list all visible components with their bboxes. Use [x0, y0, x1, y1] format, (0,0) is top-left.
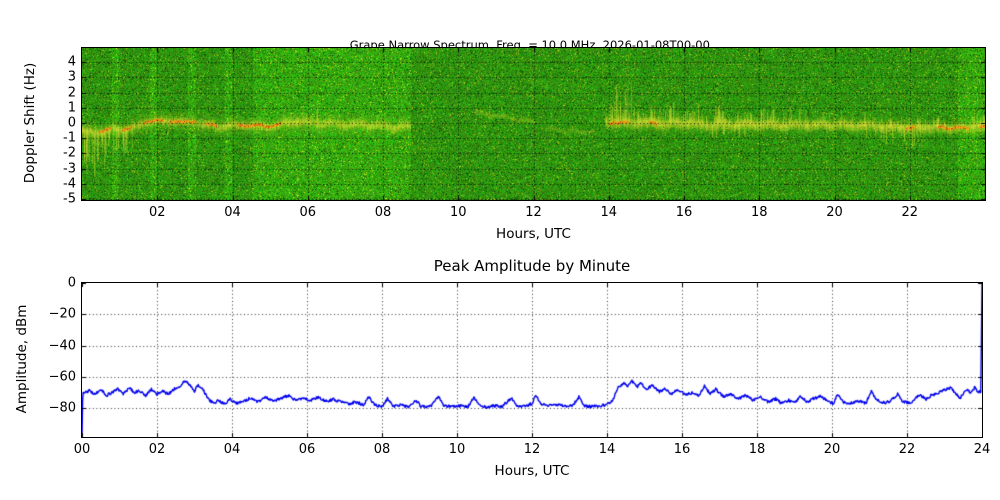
- amplitude-xtick-label: 08: [373, 442, 391, 457]
- spectrogram-xtick-label: 22: [901, 205, 919, 220]
- amplitude-xtick-label: 06: [298, 442, 316, 457]
- amplitude-ytick-label: −60: [48, 369, 76, 385]
- spectrogram-ytick-label: -2: [63, 145, 76, 161]
- spectrogram-axes: [80, 46, 986, 201]
- spectrogram-ylabel: Doppler Shift (Hz): [22, 62, 38, 184]
- spectrogram-ytick-label: 2: [67, 85, 76, 101]
- amplitude-ytick-label: −20: [48, 306, 76, 322]
- amplitude-xtick-label: 12: [523, 442, 541, 457]
- spectrogram-xtick-label: 10: [449, 205, 467, 220]
- spectrogram-ytick-label: 3: [67, 69, 76, 85]
- spectrogram-xtick-label: 12: [525, 205, 542, 220]
- spectrogram-ytick-label: 1: [67, 100, 76, 116]
- spectrogram-ytick-label: 0: [67, 115, 76, 131]
- spectrogram-ytick-label: -5: [63, 191, 76, 207]
- amplitude-xtick-label: 22: [898, 442, 916, 457]
- spectrogram-xtick-label: 16: [675, 205, 693, 220]
- amplitude-axes: [80, 281, 983, 438]
- amplitude-xtick-label: 02: [148, 442, 166, 457]
- amplitude-canvas: [81, 282, 982, 437]
- spectrogram-canvas: [81, 47, 985, 200]
- spectrogram-ytick-label: -4: [63, 176, 76, 192]
- spectrogram-xtick-label: 06: [299, 205, 317, 220]
- amplitude-xtick-label: 04: [223, 442, 241, 457]
- spectrogram-xtick-label: 14: [600, 205, 618, 220]
- amplitude-xtick-label: 00: [73, 442, 91, 457]
- amplitude-xtick-label: 24: [973, 442, 991, 457]
- amplitude-ytick-label: −40: [48, 338, 76, 354]
- amplitude-xtick-label: 18: [748, 442, 766, 457]
- spectrogram-xtick-label: 20: [826, 205, 843, 220]
- amplitude-title: Peak Amplitude by Minute: [433, 257, 631, 275]
- amplitude-ylabel: Amplitude, dBm: [14, 304, 30, 414]
- amplitude-xtick-label: 14: [598, 442, 616, 457]
- amplitude-xtick-label: 16: [673, 442, 691, 457]
- spectrogram-xtick-label: 08: [374, 205, 392, 220]
- amplitude-ytick-label: −80: [48, 400, 76, 416]
- spectrogram-ytick-label: -3: [63, 161, 76, 177]
- spectrogram-ytick-label: 4: [67, 54, 76, 70]
- spectrogram-xtick-label: 02: [148, 205, 166, 220]
- amplitude-ytick-label: 0: [67, 275, 76, 291]
- spectrogram-ytick-label: -1: [63, 130, 76, 146]
- spectrogram-xtick-label: 04: [224, 205, 241, 220]
- amplitude-xtick-label: 10: [448, 442, 466, 457]
- amplitude-xtick-label: 20: [823, 442, 841, 457]
- spectrogram-xtick-label: 18: [750, 205, 768, 220]
- amplitude-xlabel: Hours, UTC: [494, 463, 570, 479]
- spectrogram-xlabel: Hours, UTC: [496, 226, 571, 242]
